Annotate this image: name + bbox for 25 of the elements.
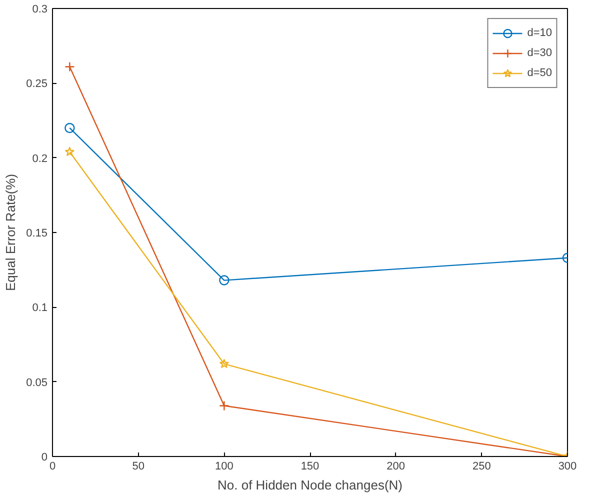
x-tick-label: 150	[300, 460, 320, 472]
point	[64, 146, 75, 156]
y-tick-label: 0	[41, 452, 48, 464]
x-axis-title: No. of Hidden Node changes(N)	[218, 478, 403, 492]
y-tick-label: 0.25	[26, 78, 48, 90]
point	[64, 62, 75, 72]
y-tick-label: 0.15	[26, 228, 48, 240]
y-tick-label: 0.1	[32, 302, 48, 314]
x-tick-label: 300	[558, 460, 577, 472]
point	[64, 122, 75, 134]
y-tick-label: 0.05	[26, 376, 48, 389]
legend-label: d=10	[527, 27, 552, 39]
point	[219, 358, 230, 368]
legend-label: d=50	[527, 67, 552, 79]
y-tick-label: 0.2	[32, 152, 48, 165]
x-tick-label: 250	[472, 460, 491, 472]
point	[219, 275, 230, 286]
y-tick-label: 0.3	[32, 4, 48, 16]
x-tick-label: 100	[214, 460, 234, 472]
legend-label: d=30	[527, 47, 552, 59]
point	[219, 400, 230, 411]
x-tick-label: 200	[386, 460, 406, 472]
x-tick-label: 0	[49, 460, 56, 472]
y-axis-title: Equal Error Rate(%)	[3, 174, 18, 292]
x-tick-label: 50	[132, 460, 144, 472]
